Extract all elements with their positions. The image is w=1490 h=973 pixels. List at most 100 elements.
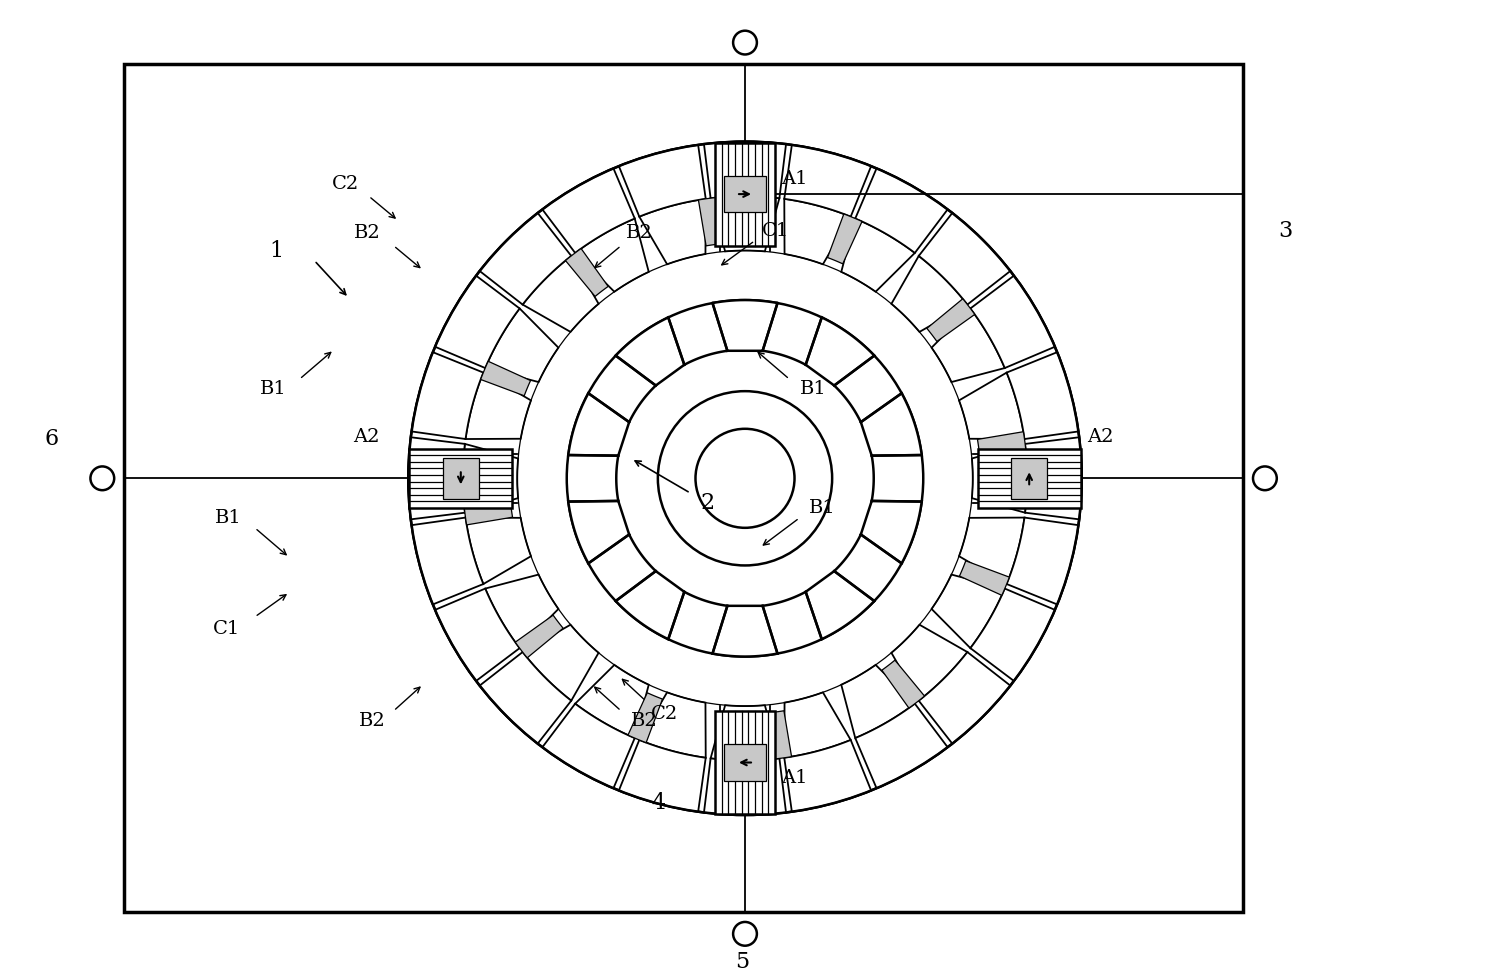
Polygon shape [411,352,483,439]
Polygon shape [712,606,778,657]
Text: A2: A2 [1086,428,1113,446]
Polygon shape [523,625,599,701]
Polygon shape [784,198,851,265]
Bar [715,711,775,814]
Polygon shape [486,308,559,382]
Polygon shape [568,393,629,455]
Text: C2: C2 [332,175,359,194]
Polygon shape [703,142,787,198]
Polygon shape [919,652,1010,743]
Polygon shape [542,703,635,788]
Text: 5: 5 [735,951,749,973]
Polygon shape [861,393,922,455]
Text: 4: 4 [651,792,665,814]
Text: B2: B2 [359,712,386,730]
Polygon shape [712,300,778,351]
Circle shape [91,466,115,490]
Text: B1: B1 [809,499,836,517]
Polygon shape [408,437,465,520]
Polygon shape [480,652,571,743]
Text: 6: 6 [45,428,60,450]
Polygon shape [1007,518,1079,604]
Bar [977,449,1080,508]
Polygon shape [465,518,530,584]
Polygon shape [711,705,779,761]
Polygon shape [891,256,967,332]
Polygon shape [827,214,863,264]
Text: B1: B1 [800,380,827,398]
Text: C1: C1 [213,620,240,638]
Polygon shape [575,219,648,292]
Polygon shape [618,145,706,217]
Polygon shape [703,758,787,815]
Polygon shape [411,518,483,604]
Polygon shape [1025,437,1082,520]
Polygon shape [784,740,872,811]
Polygon shape [618,740,706,811]
Polygon shape [806,571,875,639]
Polygon shape [639,198,706,265]
Circle shape [733,31,757,54]
Text: 3: 3 [1278,220,1292,241]
Bar [1012,457,1047,499]
Polygon shape [842,665,915,739]
Bar [724,744,766,780]
Text: B2: B2 [626,224,653,241]
Polygon shape [861,501,922,563]
Polygon shape [523,256,599,332]
Polygon shape [960,373,1025,439]
Text: B2: B2 [353,224,380,241]
Polygon shape [927,299,974,342]
Bar [443,457,478,499]
Polygon shape [542,168,635,253]
Polygon shape [480,213,571,305]
Text: B1: B1 [215,509,241,527]
Polygon shape [711,197,779,251]
Circle shape [1253,466,1277,490]
Text: 1: 1 [270,239,283,262]
Polygon shape [855,703,948,788]
Polygon shape [931,308,1004,382]
Polygon shape [971,444,1027,513]
Text: C1: C1 [761,222,790,239]
Polygon shape [882,660,924,708]
Bar [715,143,775,245]
Polygon shape [435,275,520,368]
Bar [724,176,766,212]
Polygon shape [615,571,684,639]
Polygon shape [568,501,629,563]
Polygon shape [435,589,520,681]
Bar [124,64,1243,912]
Polygon shape [463,501,513,524]
Polygon shape [615,317,684,385]
Polygon shape [970,589,1055,681]
Bar [410,449,513,508]
Text: A1: A1 [781,169,808,188]
Polygon shape [627,693,663,742]
Text: 2: 2 [700,492,715,514]
Polygon shape [566,248,608,297]
Circle shape [566,300,924,657]
Circle shape [696,429,794,527]
Polygon shape [699,198,723,246]
Polygon shape [970,275,1055,368]
Polygon shape [486,575,559,648]
Polygon shape [767,710,791,759]
Polygon shape [639,693,706,758]
Circle shape [408,142,1082,815]
Polygon shape [842,219,915,292]
Circle shape [659,391,831,565]
Polygon shape [806,317,875,385]
Polygon shape [960,560,1009,595]
Polygon shape [891,625,967,701]
Polygon shape [977,432,1027,455]
Polygon shape [855,168,948,253]
Circle shape [733,922,757,946]
Polygon shape [575,665,648,739]
Polygon shape [1007,352,1079,439]
Polygon shape [784,145,872,217]
Polygon shape [931,575,1004,648]
Polygon shape [465,373,530,439]
Text: B1: B1 [259,380,286,398]
Polygon shape [960,518,1025,584]
